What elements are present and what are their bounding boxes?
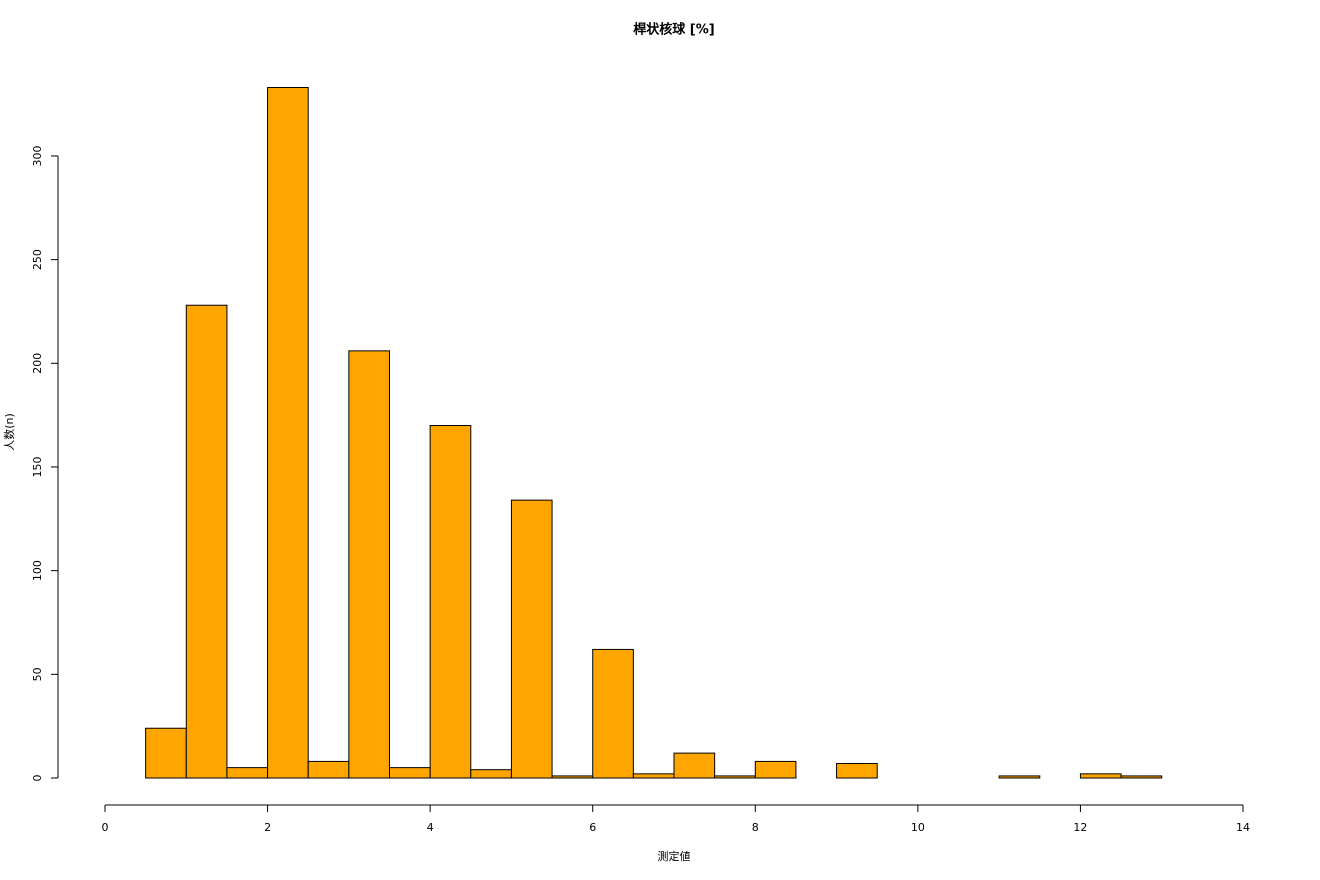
bar	[998, 775, 1041, 779]
bar	[592, 648, 634, 779]
chart-title: 桿状核球 [%]	[633, 22, 714, 38]
y-tick-label: 50	[31, 667, 44, 681]
x-tick-label: 10	[911, 821, 925, 834]
x-axis-label: 測定値	[658, 849, 691, 863]
y-tick-label: 0	[31, 775, 44, 782]
x-tick-label: 4	[427, 821, 434, 834]
bar	[307, 760, 350, 779]
bar	[510, 499, 553, 779]
bar	[836, 762, 878, 779]
bar	[1079, 773, 1122, 779]
bar	[1120, 775, 1163, 779]
y-tick-label: 250	[31, 249, 44, 270]
x-tick-label: 8	[752, 821, 759, 834]
bar	[429, 425, 472, 779]
y-tick-label: 200	[31, 353, 44, 374]
x-tick-label: 2	[264, 821, 271, 834]
x-tick-label: 0	[102, 821, 109, 834]
bar	[470, 769, 512, 779]
y-tick-label: 100	[31, 560, 44, 581]
bar	[754, 760, 797, 779]
bar	[267, 87, 309, 779]
bar	[185, 304, 228, 779]
y-tick-label: 150	[31, 456, 44, 477]
bar	[632, 773, 675, 779]
bar	[714, 775, 756, 779]
bar	[348, 350, 391, 779]
bar	[389, 767, 431, 779]
bar	[145, 727, 187, 779]
x-tick-label: 12	[1073, 821, 1087, 834]
x-tick-label: 6	[589, 821, 596, 834]
bar	[673, 752, 716, 779]
y-axis-label: 人数(n)	[3, 413, 16, 451]
y-tick-label: 300	[31, 145, 44, 166]
bar	[226, 767, 269, 779]
x-tick-label: 14	[1236, 821, 1250, 834]
bar	[551, 775, 594, 779]
